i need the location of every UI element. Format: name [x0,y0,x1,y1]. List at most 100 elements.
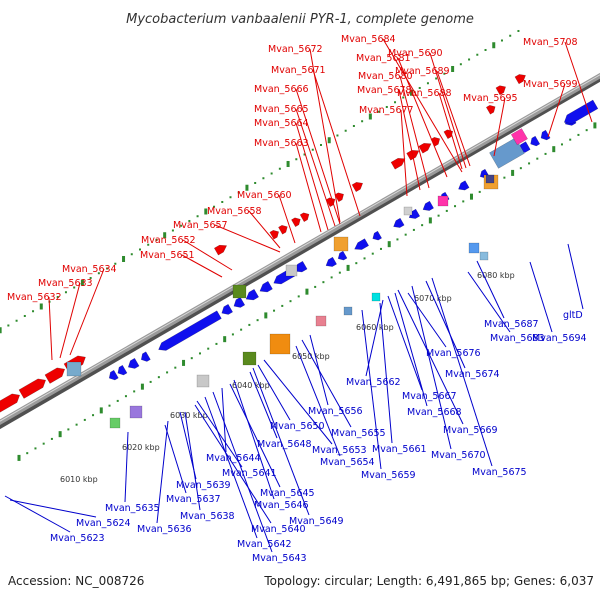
upper-tick-track [409,89,413,96]
label-leader-blue [194,404,272,524]
upper-tick-track [23,314,26,317]
upper-tick-track [327,137,331,144]
upper-tick-track [500,39,503,42]
backbone-highlight [0,74,600,422]
lower-tick-track [544,152,547,155]
label-leader-red [278,194,296,244]
label-leader-blue [387,295,423,391]
gene-label-mvan_5642: Mvan_5642 [237,539,292,550]
reverse-gene [233,296,246,308]
label-leader-blue [567,243,584,310]
forward-gene [0,393,21,413]
lower-tick-track [108,404,111,407]
gene-label-mvan_5650: Mvan_5650 [270,421,325,432]
lower-tick-track [34,447,37,450]
genome-backbone [0,72,600,430]
gene-label-mvan_5684: Mvan_5684 [341,34,396,45]
gene-label-mvan_5633: Mvan_5633 [38,278,93,289]
label-leader-blue [309,334,329,406]
upper-tick-track [138,248,141,251]
label-leader-blue [249,371,278,439]
upper-tick-track [7,324,10,327]
label-leader-blue [476,260,505,319]
gene-label-mvan_5688: Mvan_5688 [397,88,452,99]
label-leader-blue [397,289,464,425]
forward-gene [390,158,406,170]
forward-gene [485,105,496,115]
label-leader-red [436,70,471,167]
lower-tick-track [92,414,95,417]
upper-tick-track [245,184,249,191]
upper-tick-track [0,327,2,334]
upper-tick-track [171,229,174,232]
label-leader-red [214,224,281,253]
lower-tick-track [240,328,243,331]
gene-label-mvan_5663: Mvan_5663 [254,138,309,149]
lower-tick-track [371,252,374,255]
gene-label-mvan_5674: Mvan_5674 [445,369,500,380]
upper-tick-track [426,82,429,85]
upper-tick-track [295,158,298,161]
gene-label-mvan_5672: Mvan_5672 [268,44,323,55]
lower-tick-track [593,122,597,129]
lower-tick-track [503,176,506,179]
gene-features [0,74,599,429]
lower-tick-track [387,241,391,248]
upper-tick-track [213,205,216,208]
lower-tick-track [297,295,300,298]
gene-label-mvan_5623: Mvan_5623 [50,533,105,544]
gene-label-mvan_5708: Mvan_5708 [523,37,578,48]
feature-block-lightblue [479,251,489,261]
label-leader-blue [411,285,452,450]
forward-gene [334,192,344,203]
upper-tick-track [270,172,273,175]
reverse-gene [325,256,337,267]
kbp-tick-label: 6080 kbp [477,271,515,280]
lower-tick-track [412,228,415,231]
label-leader-red [438,92,463,170]
gene-label-mvan_5662: Mvan_5662 [346,377,401,388]
reverse-gene [158,310,222,351]
reverse-gene [354,238,370,250]
label-leader-red [547,83,566,138]
upper-tick-track [468,58,471,61]
upper-tick-track [56,295,59,298]
forward-gene [278,225,288,235]
lower-tick-track [355,262,358,265]
upper-tick-track [89,276,92,279]
lower-tick-track [363,257,366,260]
upper-tick-track [451,65,455,72]
lower-tick-track [428,217,432,224]
label-leader-blue [295,345,341,457]
feature-block-orange-2 [333,236,349,252]
lower-tick-track [140,383,144,390]
lower-tick-track [190,357,193,360]
label-leader-red [398,89,421,191]
upper-tick-track [443,72,446,75]
label-leader-blue [407,292,447,348]
upper-tick-track [188,219,191,222]
lower-tick-track [281,304,284,307]
upper-tick-track [352,124,355,127]
label-leader-blue [301,339,352,428]
gene-label-mvan_5634: Mvan_5634 [62,264,117,275]
gene-label-mvan_5656: Mvan_5656 [308,406,363,417]
gene-label-mvan_5657: Mvan_5657 [173,220,228,231]
upper-tick-track [484,48,487,51]
gene-label-mvan_5658: Mvan_5658 [207,206,262,217]
forward-gene [351,182,364,193]
upper-tick-track [106,267,109,270]
lower-tick-track [469,193,473,200]
gene-label-mvan_5669: Mvan_5669 [443,425,498,436]
upper-tick-track [64,291,67,294]
label-leader-blue [221,387,227,453]
label-leader-red [399,75,430,189]
gene-label-mvan_5687: Mvan_5687 [484,319,539,330]
upper-tick-track [114,262,117,265]
reverse-gene [540,129,551,141]
label-leader-blue [9,499,97,518]
gene-label-mvan_5681: Mvan_5681 [356,53,411,64]
forward-gene [291,217,301,228]
gene-label-mvan_5636: Mvan_5636 [137,524,192,535]
